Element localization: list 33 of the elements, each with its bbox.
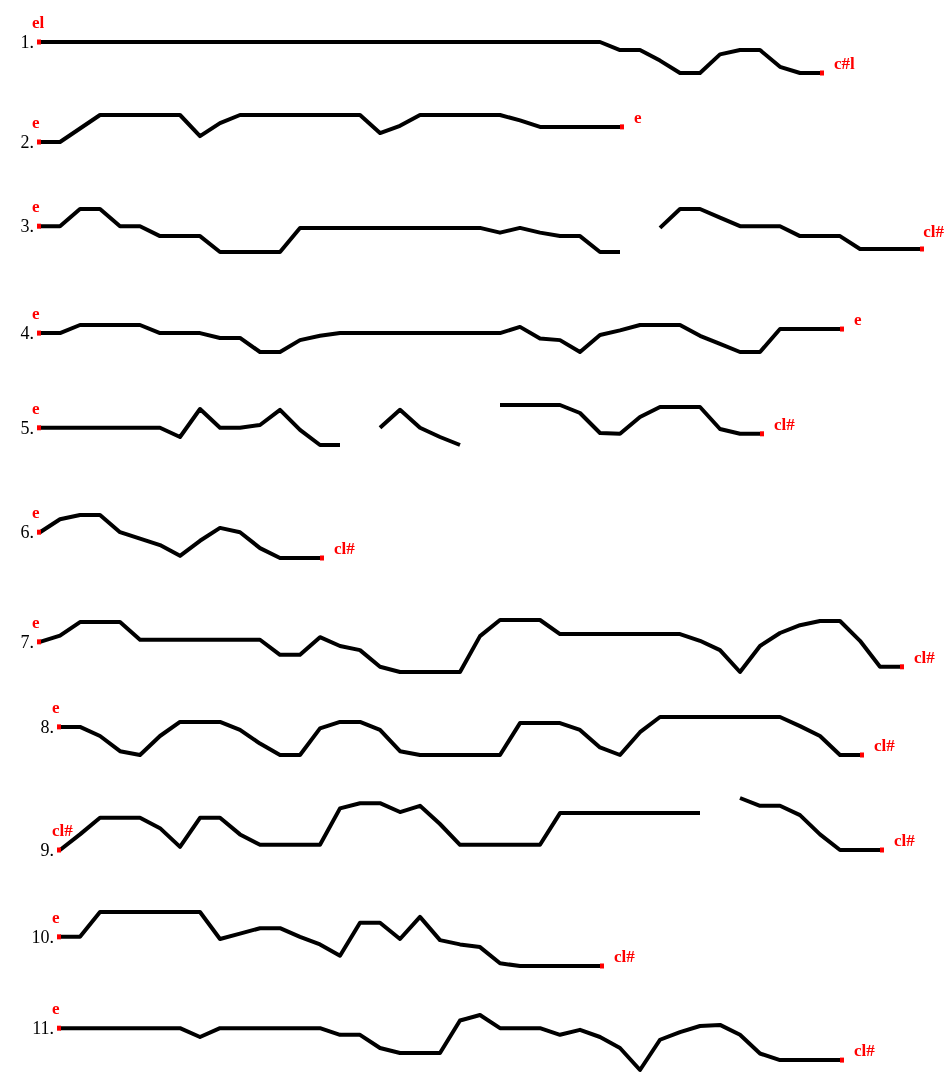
text: 2.	[20, 132, 34, 152]
annotation: e	[634, 107, 642, 127]
annotation: c#l	[834, 54, 856, 73]
chart-title: 4.	[20, 323, 34, 344]
annotation: e	[32, 503, 40, 523]
annotation: e	[32, 197, 40, 217]
annotation: e	[854, 310, 862, 330]
text: e	[32, 304, 40, 324]
chart-title: 8.	[40, 716, 54, 737]
annotation: cl#	[614, 947, 636, 966]
text: 10.	[31, 926, 54, 947]
chart-title: 1.	[20, 32, 34, 52]
annotation: e	[32, 398, 40, 418]
annotation: cl#	[894, 831, 916, 850]
annotation: e	[32, 612, 40, 632]
chart-title: 6.	[20, 522, 34, 543]
text: e	[52, 697, 60, 717]
chart-title: 11.	[32, 1018, 54, 1039]
annotation: e	[52, 999, 60, 1019]
annotation: e	[52, 907, 60, 927]
annotation: cl#	[854, 1041, 876, 1061]
annotation: cl#	[774, 414, 796, 434]
annotation: cl#	[914, 647, 936, 667]
annotation: cl#	[923, 221, 945, 241]
annotation: cl#	[52, 821, 74, 840]
chart-title: 3.	[20, 216, 34, 237]
text: 9.	[40, 840, 54, 860]
annotation: cl#	[874, 736, 896, 755]
text: 5.	[20, 417, 34, 438]
annotation: e	[32, 113, 40, 132]
annotation: cl#	[334, 539, 356, 558]
text: el	[32, 13, 45, 32]
text: 7.	[20, 631, 34, 652]
